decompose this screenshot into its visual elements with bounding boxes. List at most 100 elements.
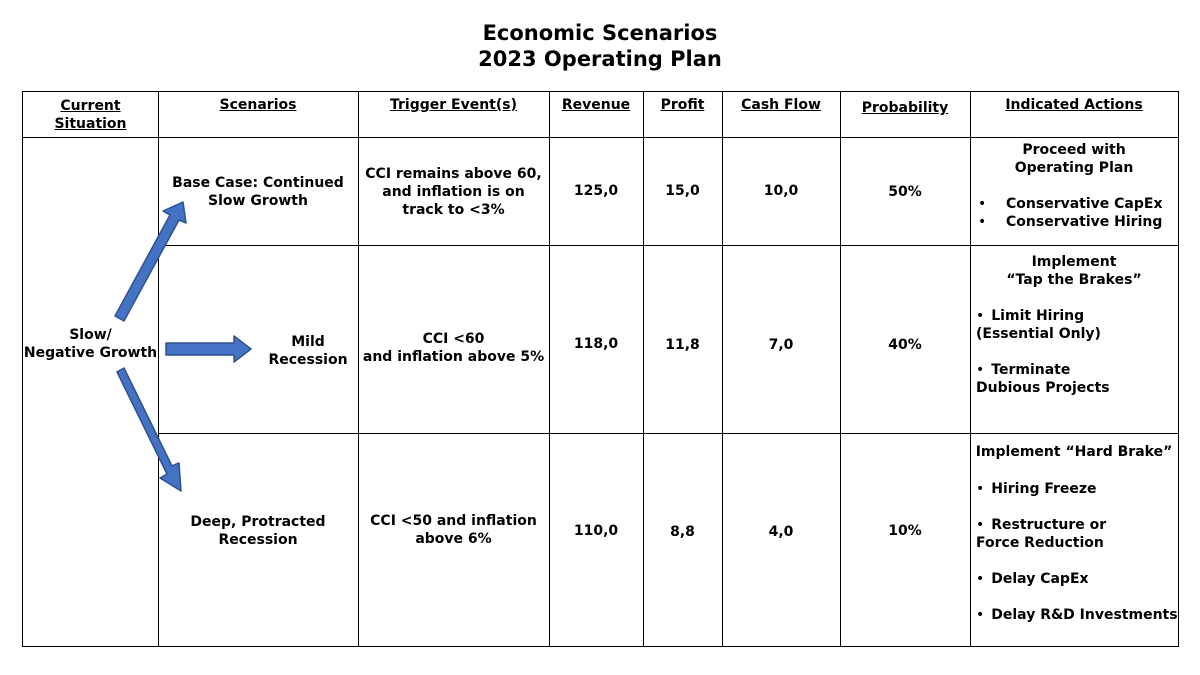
bullet-text-line: (Essential Only) bbox=[976, 326, 1101, 342]
bullet-marker bbox=[976, 607, 991, 623]
trigger-line: CCI remains above 60, bbox=[365, 166, 542, 182]
actions-title-line: Proceed with bbox=[1022, 142, 1126, 158]
actions-title-line: Implement bbox=[1031, 254, 1117, 270]
scenario-line: Deep, Protracted bbox=[190, 514, 326, 530]
column-divider bbox=[970, 91, 971, 647]
revenue-mild-recession: 118,0 bbox=[573, 336, 619, 352]
current-situation-line2: Negative Growth bbox=[23, 345, 158, 361]
bullet-text: Conservative CapEx bbox=[1006, 196, 1163, 212]
column-divider bbox=[643, 91, 644, 647]
actions-title-line: Operating Plan bbox=[1014, 160, 1134, 176]
bullet-marker bbox=[976, 308, 991, 324]
action-bullet: Terminate Dubious Projects bbox=[976, 361, 1110, 397]
header-scenarios: Scenarios bbox=[219, 97, 297, 113]
header-cash-flow: Cash Flow bbox=[741, 97, 821, 113]
bullet-text: Delay CapEx bbox=[976, 570, 1089, 588]
header-indicated-actions: Indicated Actions bbox=[1005, 97, 1143, 113]
bullet-markers: • • bbox=[978, 196, 987, 230]
action-bullet: Limit Hiring (Essential Only) bbox=[976, 307, 1101, 343]
bullet-text-line: Restructure or bbox=[991, 517, 1107, 533]
header-probability: Probability bbox=[861, 100, 949, 116]
bullet-text: Conservative Hiring bbox=[1006, 214, 1163, 230]
scenario-line: Recession bbox=[268, 352, 348, 368]
action-bullet: Conservative CapEx bbox=[978, 195, 1163, 213]
scenario-line: Base Case: Continued bbox=[172, 175, 344, 191]
trigger-line: above 6% bbox=[415, 531, 492, 547]
bullet-marker bbox=[976, 362, 991, 378]
cash-flow-base-case: 10,0 bbox=[763, 183, 799, 199]
trigger-line: CCI <50 and inflation bbox=[370, 513, 537, 529]
probability-deep-recession: 10% bbox=[888, 523, 922, 539]
row-divider bbox=[158, 245, 1179, 246]
row-divider bbox=[158, 433, 1179, 434]
bullet-text-line: Hiring Freeze bbox=[991, 481, 1097, 497]
action-bullet: Delay CapEx bbox=[976, 570, 1089, 588]
action-bullet: Hiring Freeze bbox=[976, 480, 1097, 498]
actions-title-line: “Tap the Brakes” bbox=[1006, 272, 1142, 288]
trigger-line: track to <3% bbox=[402, 202, 505, 218]
trigger-mild-recession: CCI <60 and inflation above 5% bbox=[358, 328, 549, 368]
column-divider bbox=[722, 91, 723, 647]
scenario-line: Mild bbox=[291, 334, 325, 350]
bullet-text-line: Terminate bbox=[991, 362, 1071, 378]
bullet-text-line: Delay R&D Investments bbox=[991, 607, 1178, 623]
header-trigger-events: Trigger Event(s) bbox=[389, 97, 517, 113]
bullet-text: Terminate bbox=[976, 361, 1110, 379]
trigger-deep-recession: CCI <50 and inflation above 6% bbox=[358, 510, 549, 550]
scenario-base-case: Base Case: Continued Slow Growth bbox=[158, 172, 358, 212]
cash-flow-mild-recession: 7,0 bbox=[768, 337, 794, 353]
arrow-down-right-icon bbox=[116, 367, 182, 492]
profit-mild-recession: 11,8 bbox=[665, 337, 700, 353]
probability-base-case: 50% bbox=[888, 184, 922, 200]
actions-title-mild-recession: Implement “Tap the Brakes” bbox=[970, 253, 1178, 289]
column-divider bbox=[358, 91, 359, 647]
bullet-text-line: Force Reduction bbox=[976, 535, 1104, 551]
action-bullet: Restructure or Force Reduction bbox=[976, 516, 1106, 552]
action-bullet: Conservative Hiring bbox=[978, 213, 1162, 231]
scenario-line: Recession bbox=[218, 532, 298, 548]
header-divider bbox=[22, 137, 1179, 138]
bullet-text-line: Delay CapEx bbox=[991, 571, 1089, 587]
header-revenue: Revenue bbox=[561, 97, 631, 113]
current-situation-line1: Slow/ bbox=[69, 327, 112, 343]
table-border-bottom bbox=[22, 646, 1179, 647]
arrow-right-icon bbox=[165, 335, 252, 363]
page-title: Economic Scenarios bbox=[482, 21, 718, 45]
actions-title-deep-recession: Implement “Hard Brake” bbox=[970, 443, 1178, 461]
bullet-marker bbox=[976, 481, 991, 497]
revenue-base-case: 125,0 bbox=[573, 183, 619, 199]
bullet-text: Hiring Freeze bbox=[976, 480, 1097, 498]
profit-deep-recession: 8,8 bbox=[670, 524, 695, 540]
arrow-up-right-icon bbox=[114, 201, 187, 322]
probability-mild-recession: 40% bbox=[888, 337, 922, 353]
bullet-text: Restructure or bbox=[976, 516, 1106, 534]
table-border-left bbox=[22, 91, 23, 647]
table-border-top bbox=[22, 91, 1179, 92]
trigger-line: and inflation is on bbox=[382, 184, 525, 200]
trigger-line: and inflation above 5% bbox=[362, 349, 545, 365]
column-divider bbox=[549, 91, 550, 647]
header-current-situation-line2: Situation bbox=[54, 116, 127, 132]
column-divider bbox=[840, 91, 841, 647]
bullet-text: Limit Hiring bbox=[976, 307, 1101, 325]
trigger-line: CCI <60 bbox=[422, 331, 485, 347]
page-subtitle: 2023 Operating Plan bbox=[478, 47, 722, 71]
bullet-text-line: Dubious Projects bbox=[976, 380, 1110, 396]
bullet-marker bbox=[976, 571, 991, 587]
action-bullet: Delay R&D Investments bbox=[976, 606, 1178, 624]
cash-flow-deep-recession: 4,0 bbox=[768, 524, 794, 540]
header-profit: Profit bbox=[660, 97, 705, 113]
trigger-base-case: CCI remains above 60, and inflation is o… bbox=[358, 163, 549, 221]
table-border-right bbox=[1178, 91, 1179, 647]
bullet-text: Delay R&D Investments bbox=[976, 606, 1178, 624]
bullet-marker bbox=[976, 517, 991, 533]
header-current-situation-line1: Current bbox=[60, 98, 121, 114]
scenario-deep-recession: Deep, Protracted Recession bbox=[158, 511, 358, 551]
actions-title-base-case: Proceed with Operating Plan bbox=[970, 141, 1178, 177]
scenario-mild-recession: Mild Recession bbox=[258, 331, 358, 371]
actions-title-line: Implement “Hard Brake” bbox=[975, 444, 1173, 460]
profit-base-case: 15,0 bbox=[665, 183, 700, 199]
bullet-text-line: Limit Hiring bbox=[991, 308, 1085, 324]
header-current-situation: Current Situation bbox=[22, 97, 159, 133]
